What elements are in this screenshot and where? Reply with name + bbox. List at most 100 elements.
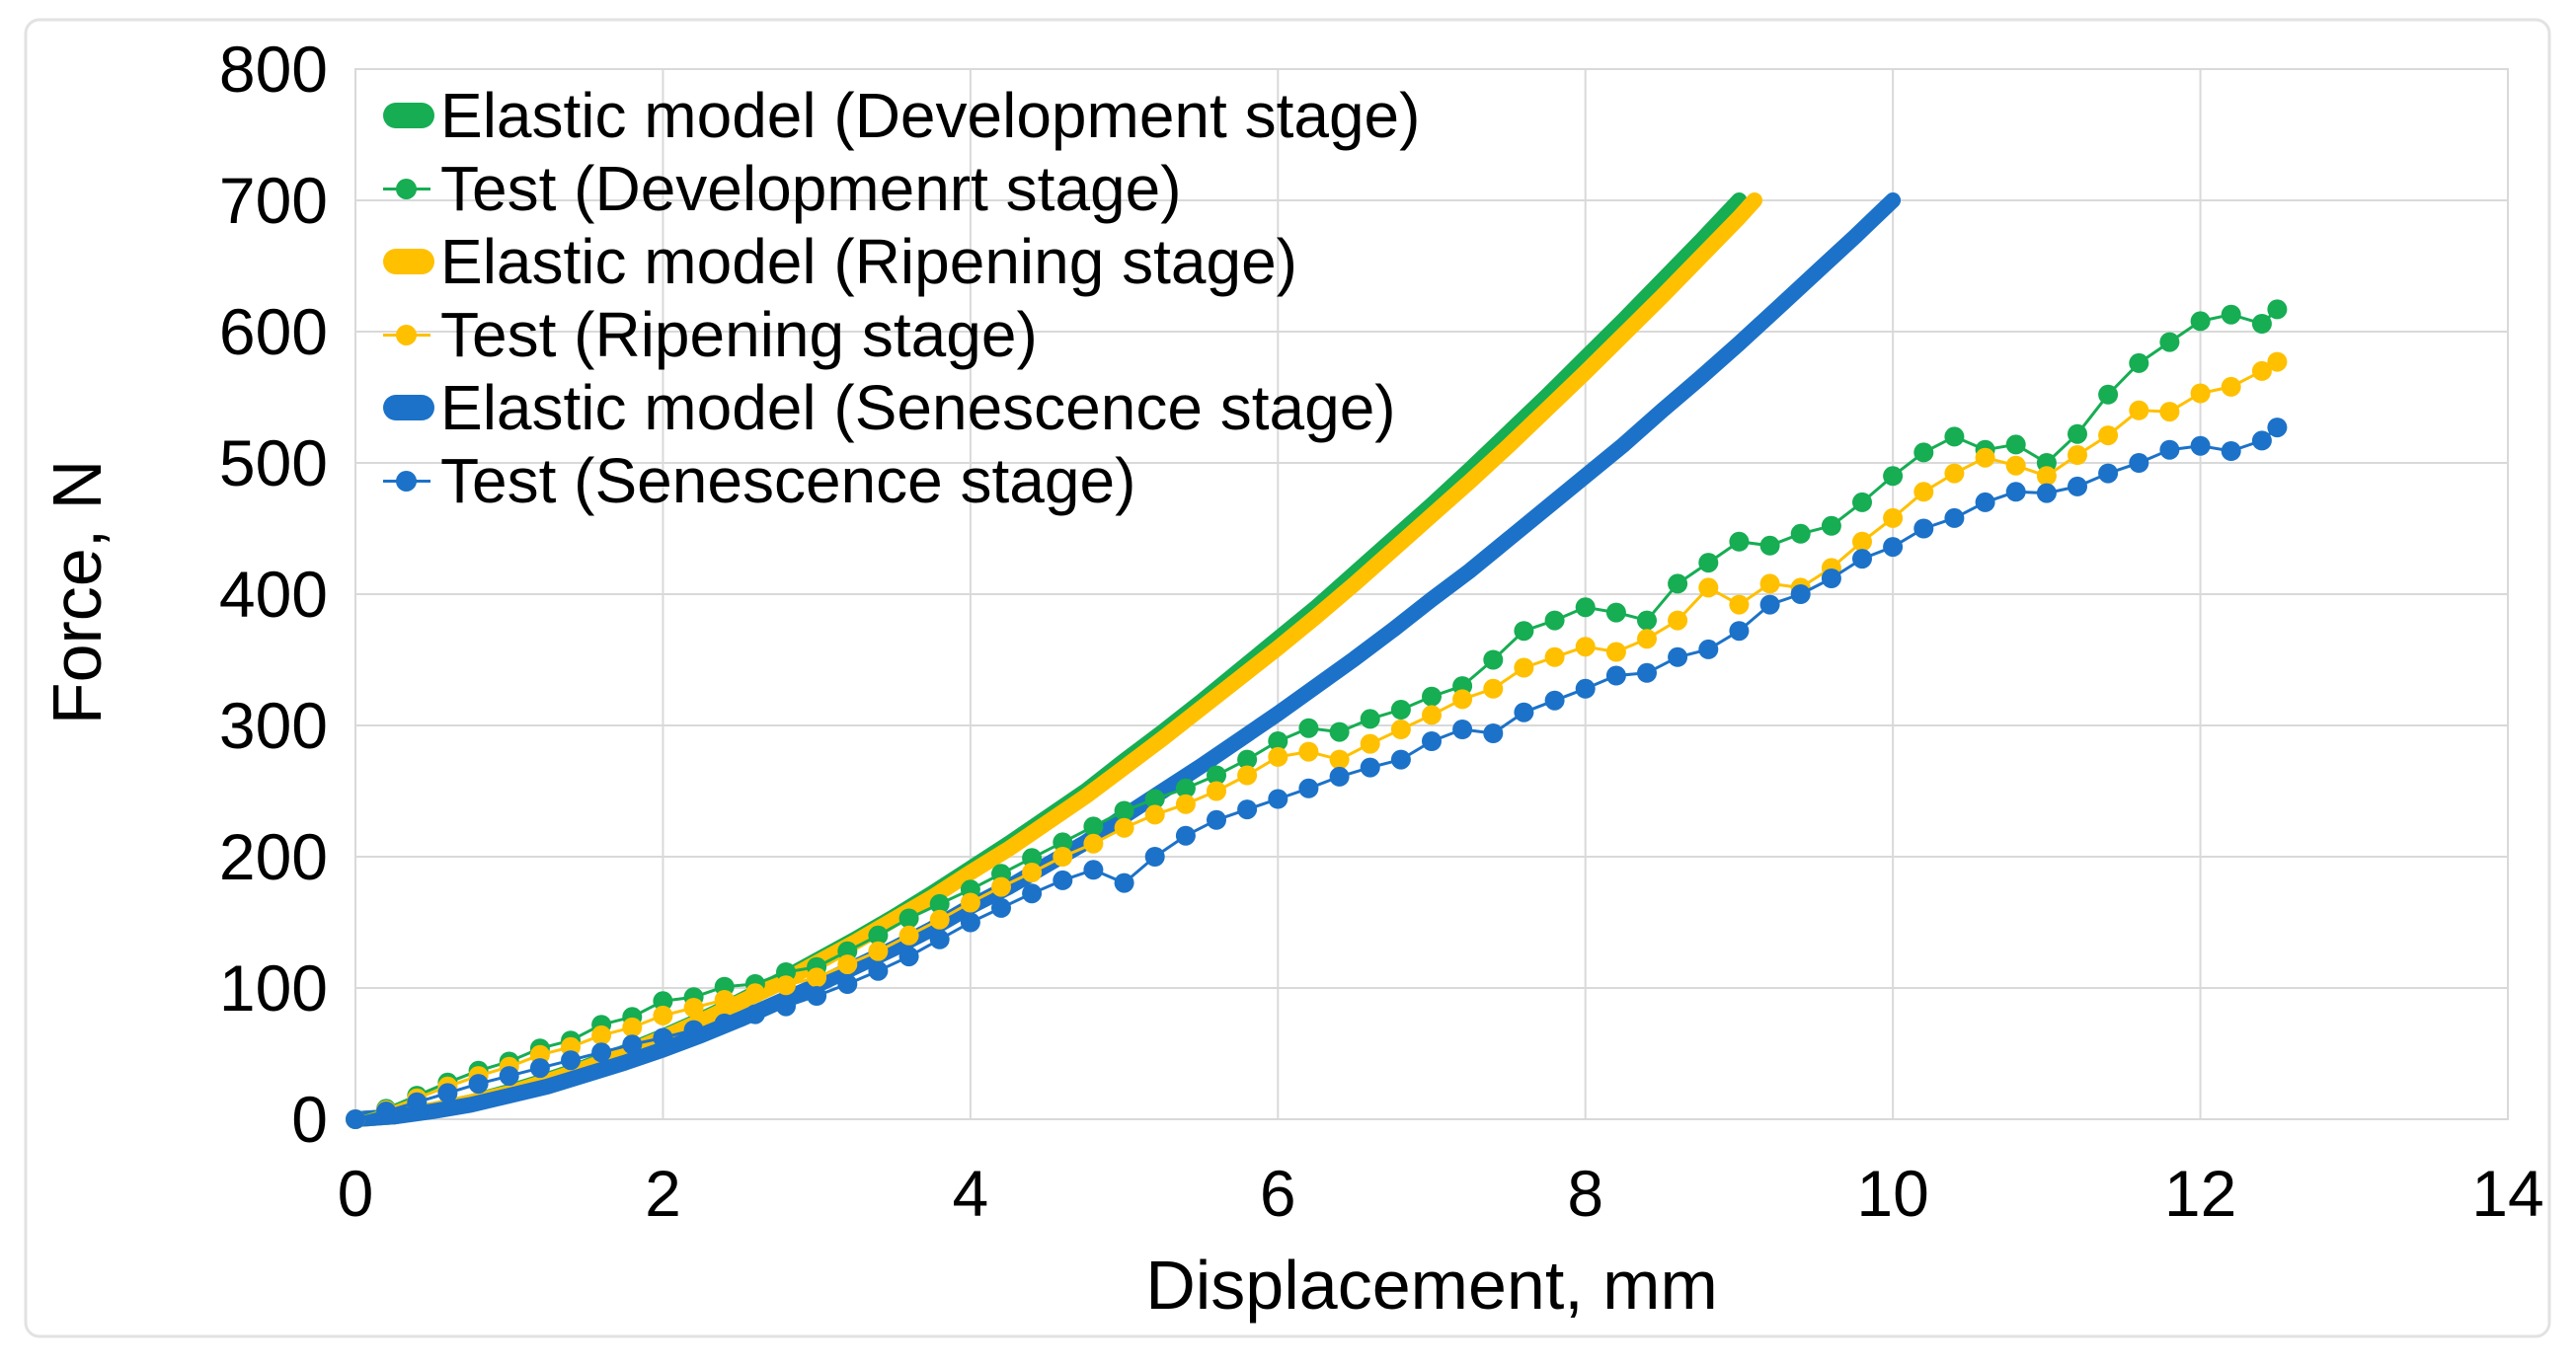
series-marker-test-development bbox=[898, 908, 919, 929]
series-marker-test-ripening bbox=[2036, 466, 2057, 487]
y-tick-label: 200 bbox=[219, 820, 328, 893]
series-marker-test-development bbox=[1852, 492, 1872, 512]
series-marker-test-senescence bbox=[1821, 569, 1841, 588]
series-marker-test-development bbox=[1114, 800, 1134, 821]
series-marker-test-development bbox=[1329, 721, 1350, 742]
series-marker-test-senescence bbox=[1544, 690, 1565, 711]
series-marker-test-development bbox=[1083, 816, 1104, 837]
series-marker-test-senescence bbox=[2068, 476, 2087, 496]
series-marker-test-senescence bbox=[744, 1004, 765, 1024]
series-marker-test-ripening bbox=[622, 1017, 643, 1037]
legend-label: Test (Senescence stage) bbox=[440, 445, 1136, 516]
legend-marker-dot bbox=[396, 470, 417, 492]
series-marker-test-ripening bbox=[1883, 507, 1904, 528]
series-marker-test-senescence bbox=[1852, 549, 1872, 569]
y-tick-label: 700 bbox=[219, 164, 328, 237]
series-marker-test-development bbox=[1790, 523, 1811, 544]
series-marker-test-development bbox=[2251, 314, 2272, 334]
series-marker-test-ripening bbox=[1729, 594, 1750, 615]
series-marker-test-senescence bbox=[2267, 417, 2288, 438]
series-marker-test-senescence bbox=[1329, 766, 1350, 787]
series-marker-test-senescence bbox=[929, 929, 950, 949]
series-marker-test-development bbox=[1053, 832, 1073, 853]
series-marker-test-development bbox=[1575, 597, 1596, 618]
series-marker-test-development bbox=[2005, 434, 2026, 455]
series-marker-test-ripening bbox=[898, 925, 919, 946]
series-marker-test-senescence bbox=[1790, 584, 1811, 604]
series-marker-test-senescence bbox=[1759, 594, 1780, 615]
series-marker-test-ripening bbox=[591, 1024, 612, 1045]
x-tick-label: 0 bbox=[338, 1157, 374, 1230]
series-marker-test-development bbox=[1637, 610, 1657, 631]
series-marker-test-senescence bbox=[2190, 435, 2211, 456]
series-marker-test-senescence bbox=[898, 947, 919, 967]
series-marker-test-ripening bbox=[1268, 746, 1288, 767]
series-marker-test-senescence bbox=[2129, 453, 2149, 473]
series-marker-test-development bbox=[1883, 466, 1904, 487]
series-marker-test-senescence bbox=[1729, 621, 1750, 642]
series-marker-test-ripening bbox=[653, 1005, 673, 1025]
legend-line-swatch bbox=[383, 103, 434, 128]
series-marker-test-development bbox=[2129, 352, 2149, 373]
series-marker-test-ripening bbox=[1207, 781, 1226, 801]
legend-item: Test (Developmenrt stage) bbox=[383, 152, 1420, 225]
series-marker-test-development bbox=[2190, 311, 2211, 332]
series-marker-test-ripening bbox=[1637, 629, 1657, 649]
series-marker-test-development bbox=[1390, 700, 1411, 720]
series-marker-test-development bbox=[1144, 789, 1165, 809]
series-marker-test-senescence bbox=[407, 1092, 428, 1112]
series-marker-test-senescence bbox=[1268, 789, 1288, 809]
series-marker-test-ripening bbox=[776, 975, 796, 996]
x-tick-label: 10 bbox=[1856, 1157, 1928, 1230]
legend-marker-dot bbox=[396, 178, 417, 199]
series-marker-test-ripening bbox=[1237, 765, 1258, 786]
series-marker-test-senescence bbox=[591, 1042, 612, 1063]
figure-border bbox=[24, 18, 2551, 1338]
series-marker-test-senescence bbox=[1114, 873, 1134, 893]
series-marker-test-senescence bbox=[2036, 483, 2057, 503]
series-marker-test-ripening bbox=[1390, 720, 1411, 739]
legend-key-elastic-ripening bbox=[383, 247, 438, 276]
series-marker-test-senescence bbox=[1083, 860, 1104, 880]
series-marker-test-ripening bbox=[1913, 482, 1934, 502]
series-connector-test-development bbox=[354, 308, 2279, 1121]
legend-label: Elastic model (Development stage) bbox=[440, 80, 1421, 151]
series-marker-test-development bbox=[2267, 299, 2288, 320]
series-marker-test-senescence bbox=[1360, 757, 1380, 778]
series-marker-test-development bbox=[1298, 718, 1319, 738]
series-marker-test-ripening bbox=[1175, 794, 1196, 814]
series-marker-test-senescence bbox=[1144, 847, 1165, 867]
series-marker-test-ripening bbox=[837, 954, 858, 975]
series-marker-test-development bbox=[1514, 621, 1534, 642]
series-marker-test-senescence bbox=[1207, 809, 1226, 830]
series-marker-test-senescence bbox=[1237, 799, 1258, 820]
series-marker-test-ripening bbox=[1114, 817, 1134, 838]
series-marker-test-ripening bbox=[2159, 402, 2180, 422]
series-marker-test-senescence bbox=[1298, 778, 1319, 798]
series-marker-test-ripening bbox=[1668, 610, 1688, 631]
series-marker-test-development bbox=[2159, 332, 2180, 352]
series-marker-test-development bbox=[1268, 731, 1288, 751]
y-tick-label: 0 bbox=[291, 1083, 328, 1156]
series-marker-test-ripening bbox=[1298, 741, 1319, 762]
series-marker-test-senescence bbox=[837, 974, 858, 994]
series-marker-test-ripening bbox=[929, 909, 950, 930]
series-marker-test-senescence bbox=[1422, 731, 1442, 751]
series-marker-test-senescence bbox=[2251, 430, 2272, 451]
plot-border bbox=[354, 68, 2509, 1120]
legend-item: Elastic model (Ripening stage) bbox=[383, 225, 1420, 298]
x-axis-title: Displacement, mm bbox=[1145, 1247, 1718, 1324]
series-marker-test-ripening bbox=[1144, 804, 1165, 825]
series-marker-test-development bbox=[2068, 423, 2087, 444]
x-tick-label: 12 bbox=[2164, 1157, 2236, 1230]
series-marker-test-senescence bbox=[868, 960, 889, 981]
series-marker-test-ripening bbox=[1852, 531, 1872, 552]
series-marker-test-senescence bbox=[1514, 702, 1534, 722]
legend-marker-dot bbox=[396, 324, 417, 345]
series-marker-test-ripening bbox=[1022, 863, 1043, 882]
legend-item: Test (Ripening stage) bbox=[383, 298, 1420, 371]
series-marker-test-ripening bbox=[1053, 847, 1073, 867]
y-tick-label: 100 bbox=[219, 951, 328, 1024]
series-connector-test-senescence bbox=[354, 425, 2279, 1121]
